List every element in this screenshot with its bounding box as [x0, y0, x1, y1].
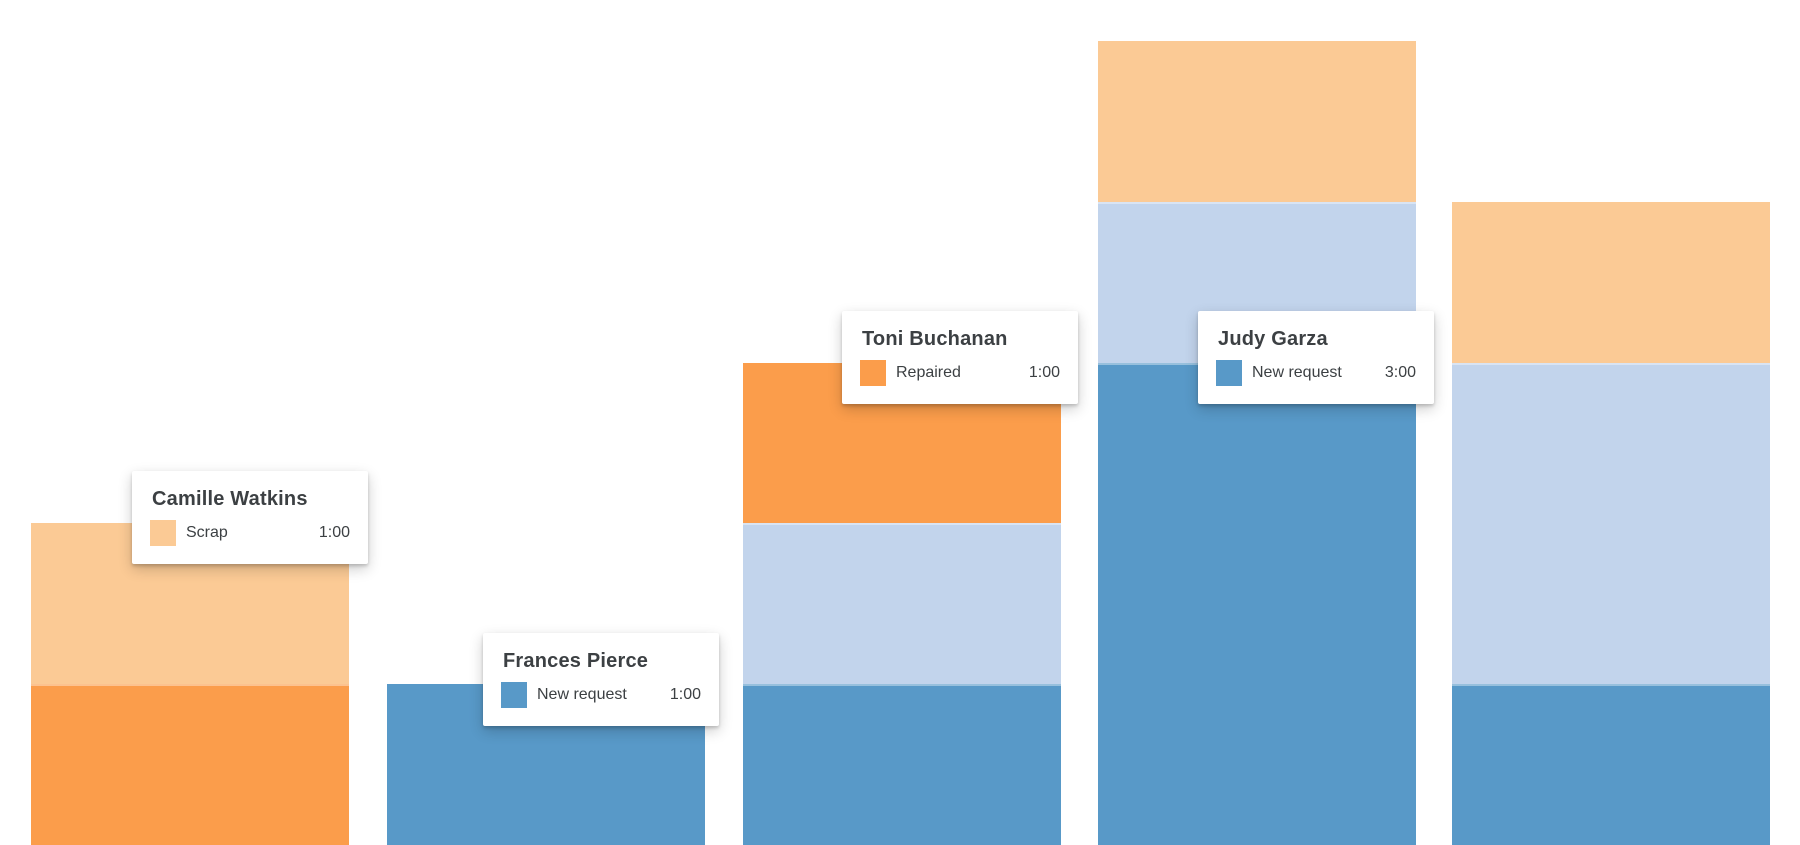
series-label: Repaired [896, 364, 961, 381]
tooltip-row: Scrap 1:00 [150, 520, 350, 546]
tooltip-card: Toni Buchanan Repaired 1:00 [842, 311, 1078, 404]
bar-segment-light_blue[interactable] [1452, 362, 1770, 685]
tooltip-row: Repaired 1:00 [860, 360, 1060, 386]
series-color-swatch [150, 520, 176, 546]
bar-segment-orange[interactable] [31, 684, 349, 845]
stacked-bar[interactable] [743, 362, 1061, 845]
bar-segment-blue[interactable] [1098, 362, 1416, 845]
bar-segment-light_orange[interactable] [1098, 41, 1416, 202]
series-duration: 1:00 [318, 524, 350, 541]
stacked-bar[interactable] [1452, 201, 1770, 845]
tooltip-card: Judy Garza New request 3:00 [1198, 311, 1434, 404]
stacked-bar[interactable] [31, 523, 349, 845]
tooltip-person-name: Judy Garza [1218, 328, 1328, 350]
tooltip-row: New request 3:00 [1216, 360, 1416, 386]
series-color-swatch [1216, 360, 1242, 386]
bar-segment-blue[interactable] [1452, 684, 1770, 845]
tooltip-person-name: Frances Pierce [503, 650, 649, 672]
tooltip-person-name: Toni Buchanan [862, 328, 1008, 350]
series-duration: 1:00 [1028, 364, 1060, 381]
tooltip-row: New request 1:00 [501, 682, 701, 708]
bar-segment-light_blue[interactable] [743, 523, 1061, 685]
tooltip-card: Camille Watkins Scrap 1:00 [132, 471, 368, 564]
series-label: New request [537, 686, 627, 703]
tooltip-person-name: Camille Watkins [152, 488, 308, 510]
series-label: New request [1252, 364, 1342, 381]
series-duration: 3:00 [1384, 364, 1416, 381]
bar-segment-light_orange[interactable] [1452, 201, 1770, 363]
series-color-swatch [860, 360, 886, 386]
series-duration: 1:00 [669, 686, 701, 703]
tooltip-card: Frances Pierce New request 1:00 [483, 633, 719, 726]
bar-segment-blue[interactable] [743, 684, 1061, 845]
stacked-bar[interactable] [1098, 41, 1416, 845]
series-label: Scrap [186, 524, 228, 541]
series-color-swatch [501, 682, 527, 708]
